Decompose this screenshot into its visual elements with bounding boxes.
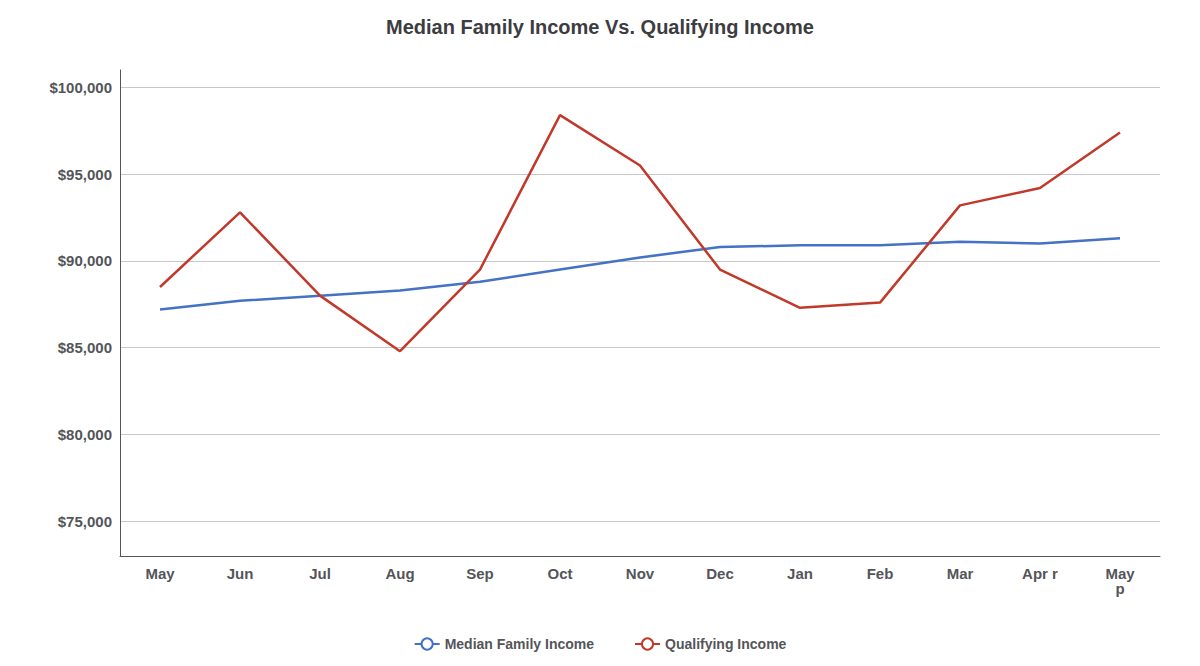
svg-text:Dec: Dec xyxy=(706,565,734,582)
svg-text:Sep: Sep xyxy=(466,565,494,582)
svg-text:$100,000: $100,000 xyxy=(49,79,112,96)
svg-text:Jul: Jul xyxy=(309,565,331,582)
svg-text:$80,000: $80,000 xyxy=(58,426,112,443)
svg-text:Jan: Jan xyxy=(787,565,813,582)
svg-text:May: May xyxy=(145,565,175,582)
svg-text:$85,000: $85,000 xyxy=(58,339,112,356)
svg-text:Aug: Aug xyxy=(385,565,414,582)
svg-text:Qualifying Income: Qualifying Income xyxy=(665,636,787,652)
svg-text:Apr r: Apr r xyxy=(1022,565,1058,582)
svg-text:$95,000: $95,000 xyxy=(58,166,112,183)
svg-text:p: p xyxy=(1115,580,1124,597)
svg-text:Median Family Income Vs. Quali: Median Family Income Vs. Qualifying Inco… xyxy=(386,16,814,38)
svg-text:May: May xyxy=(1105,565,1135,582)
svg-text:Median Family Income: Median Family Income xyxy=(445,636,595,652)
svg-text:Nov: Nov xyxy=(626,565,655,582)
svg-text:$90,000: $90,000 xyxy=(58,252,112,269)
svg-text:Feb: Feb xyxy=(867,565,894,582)
svg-text:Oct: Oct xyxy=(547,565,572,582)
svg-text:Mar: Mar xyxy=(947,565,974,582)
svg-text:$75,000: $75,000 xyxy=(58,513,112,530)
svg-text:Jun: Jun xyxy=(227,565,254,582)
